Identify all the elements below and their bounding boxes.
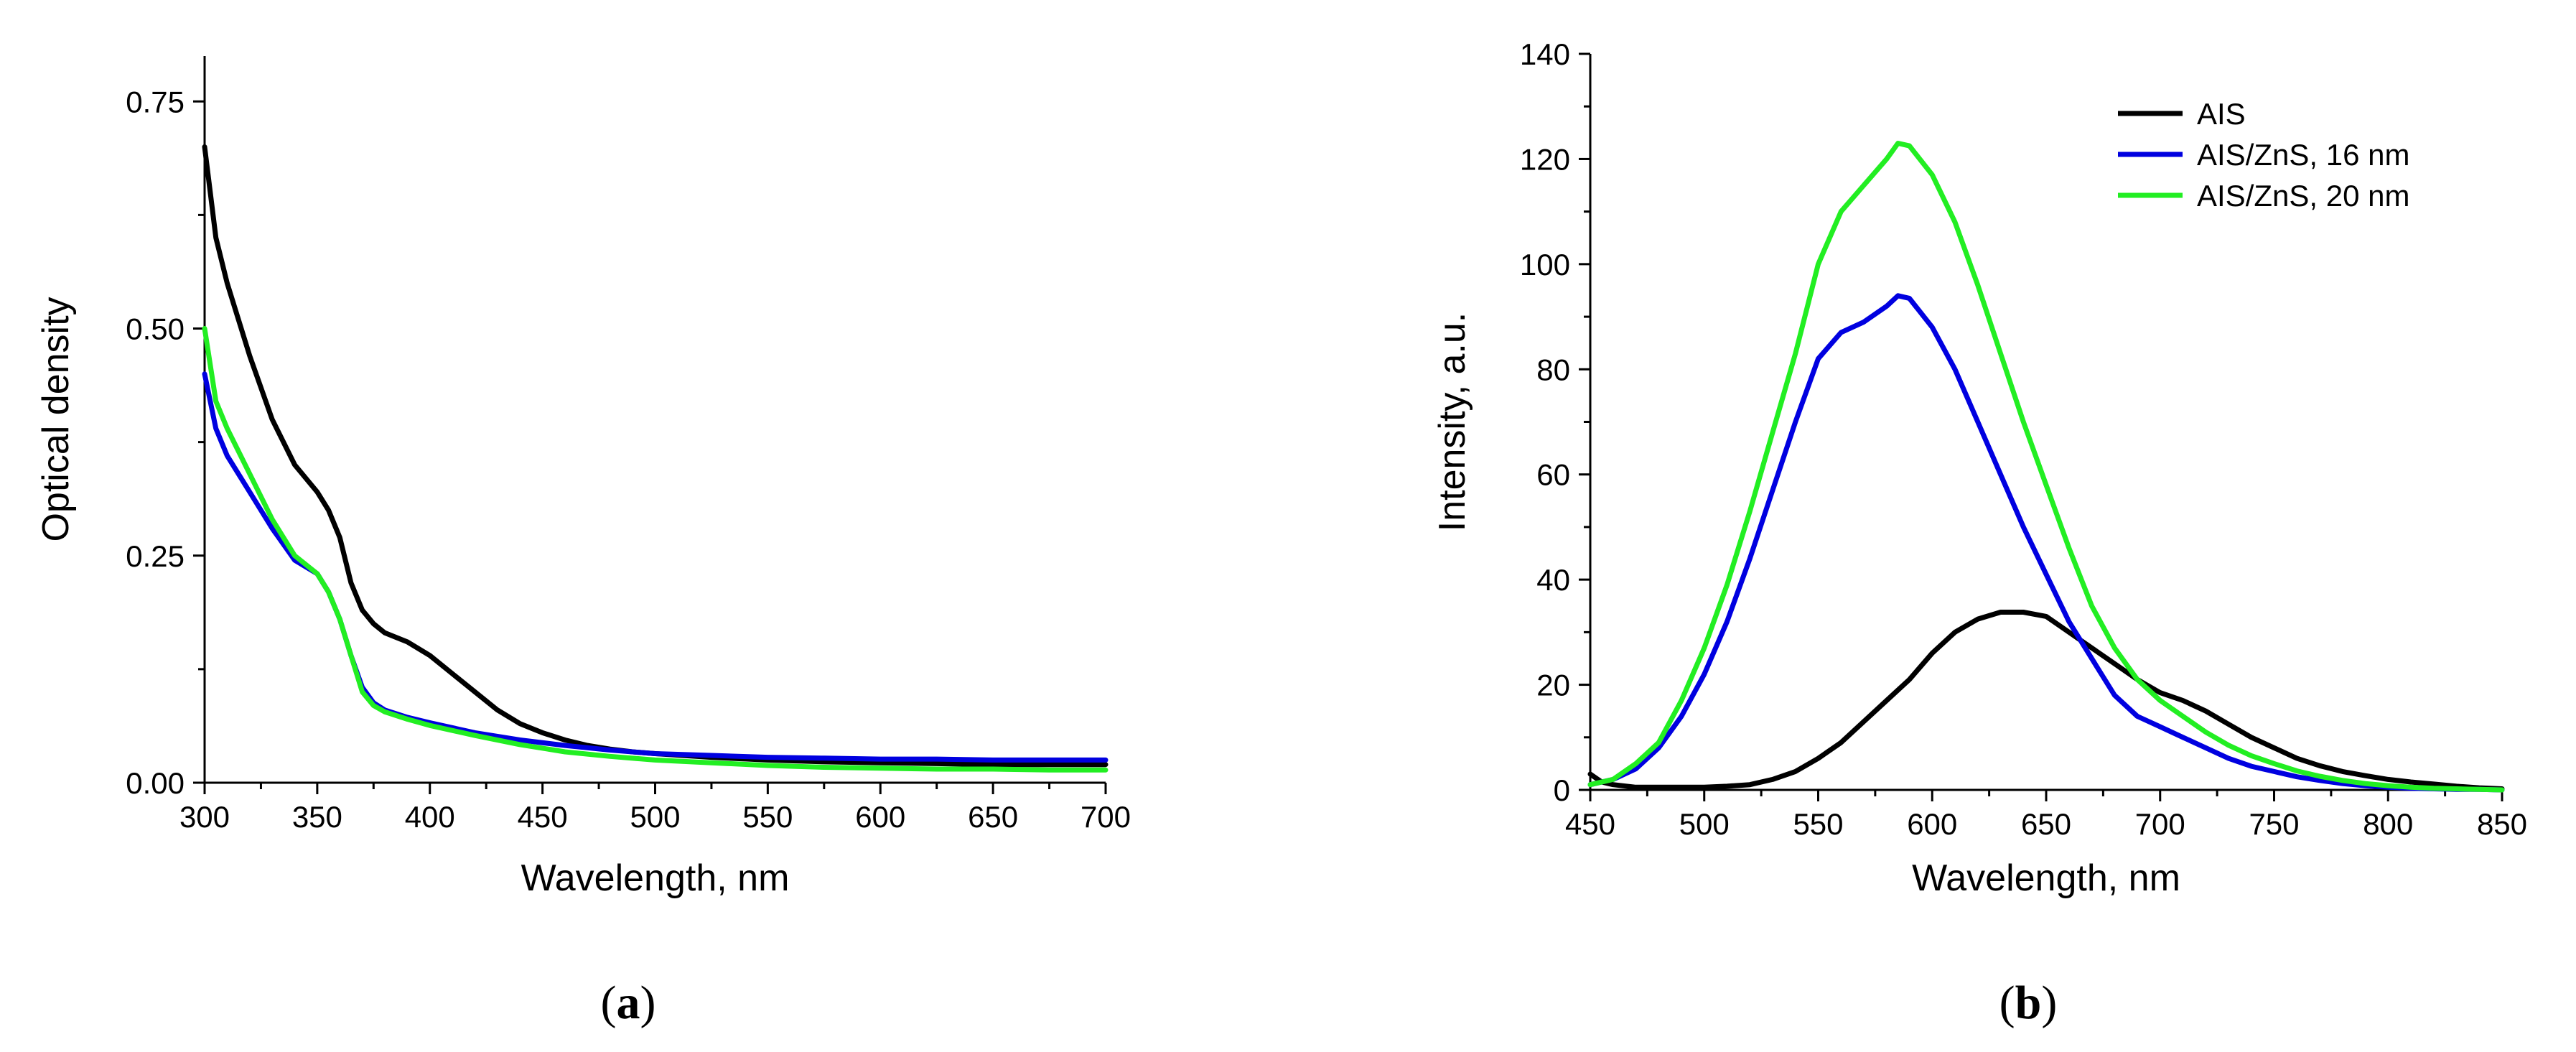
- panel-b-close-paren: ): [2041, 977, 2057, 1029]
- panel-a-y-tick-label: 0.00: [126, 766, 185, 800]
- panel-a-x-tick-label: 300: [179, 800, 230, 834]
- panel-b-series-line-3: [1587, 141, 2505, 793]
- panel-a-chart: 300 350 400 450 500 550 600 650 700 0.00 0.25 0.50 0…: [35, 56, 1131, 899]
- panel-b-legend: AIS AIS/ZnS, 16 nm AIS/ZnS, 20 nm: [2118, 97, 2409, 213]
- panel-a-x-tick-label: 450: [518, 800, 568, 834]
- panel-a-letter: a: [617, 977, 640, 1029]
- panel-a-x-tick-label: 500: [630, 800, 680, 834]
- panel-b-x-tick-label: 650: [2021, 807, 2071, 841]
- panel-b-y-tick-label: 60: [1536, 458, 1570, 492]
- panel-b-legend-label: AIS: [2197, 97, 2246, 131]
- panel-b-legend-label: AIS/ZnS, 16 nm: [2197, 138, 2409, 172]
- panel-a-x-axis-title: Wavelength, nm: [521, 857, 790, 899]
- panel-b-series-line-2: [1587, 293, 2505, 793]
- panel-b-x-tick-label: 550: [1793, 807, 1843, 841]
- panel-b-y-axis-title: Intensity, a.u.: [1432, 312, 1473, 531]
- panel-a-x-tick-label: 550: [742, 800, 793, 834]
- panel-b-y-tick-label: 120: [1520, 142, 1570, 176]
- panel-b-x-tick-label: 850: [2477, 807, 2527, 841]
- panel-b-letter: b: [2015, 977, 2042, 1029]
- panel-b-series-line-1: [1587, 610, 2505, 791]
- panel-a-x-tick-label: 600: [855, 800, 905, 834]
- panel-a-y-tick-label: 0.50: [126, 312, 185, 346]
- panel-b-x-axis-title: Wavelength, nm: [1912, 857, 2180, 899]
- panel-a-series-line-1: [202, 144, 1109, 768]
- panel-a-y-axis-title: Optical density: [35, 297, 77, 541]
- panel-a-close-paren: ): [640, 977, 656, 1029]
- panel-a-series-line-2: [202, 371, 1109, 763]
- panel-a-x-tick-label: 350: [292, 800, 342, 834]
- panel-b-open-paren: (: [1999, 977, 2015, 1029]
- panel-b-x-tick-label: 750: [2249, 807, 2299, 841]
- panel-a-y-tick-label: 0.25: [126, 539, 185, 573]
- panel-a-x-tick-label: 650: [968, 800, 1018, 834]
- panel-b-x-tick-label: 800: [2363, 807, 2413, 841]
- panel-b-x-tick-label: 500: [1679, 807, 1730, 841]
- panel-b-label: (b): [1999, 977, 2058, 1029]
- panel-a-y-tick-label: 0.75: [126, 85, 185, 118]
- panel-b-y-tick-label: 0: [1554, 773, 1570, 807]
- panel-b-y-tick-label: 140: [1520, 37, 1570, 71]
- panel-a-x-tick-label: 700: [1081, 800, 1131, 834]
- panel-a-open-paren: (: [601, 977, 617, 1029]
- panel-b-y-tick-label: 40: [1536, 563, 1570, 597]
- panel-b-y-tick-label: 100: [1520, 248, 1570, 281]
- panel-b-chart: 450 500 550 600 650 700 750 800 850 0 20 40 60 80 100 1…: [1432, 37, 2527, 899]
- panel-b-y-tick-label: 20: [1536, 669, 1570, 702]
- panel-b-x-tick-label: 450: [1565, 807, 1615, 841]
- panel-a-label: (a): [601, 977, 656, 1029]
- panel-a-x-tick-label: 400: [405, 800, 455, 834]
- panel-b-legend-label: AIS/ZnS, 20 nm: [2197, 179, 2409, 213]
- panel-b-y-tick-label: 80: [1536, 353, 1570, 386]
- panel-b-x-tick-label: 700: [2135, 807, 2185, 841]
- panel-a-series-line-3: [202, 326, 1109, 773]
- panel-b-x-tick-label: 600: [1907, 807, 1957, 841]
